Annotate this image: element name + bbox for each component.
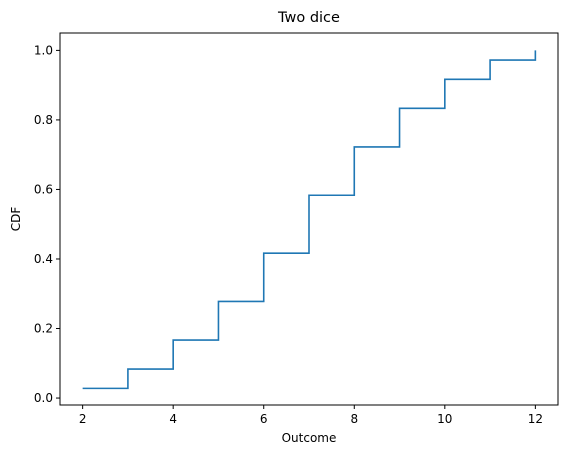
cdf-step-line [82,50,537,390]
x-axis-label: Outcome [282,431,337,445]
y-tick-label: 0.2 [34,322,53,336]
x-tick-label: 10 [437,412,452,426]
y-tick-label: 0.4 [34,252,53,266]
y-axis: 0.0 0.2 0.4 0.6 0.8 1.0 [34,43,60,405]
x-tick-label: 8 [350,412,358,426]
y-axis-label: CDF [9,207,23,232]
x-tick-label: 4 [169,412,177,426]
x-tick-label: 2 [79,412,87,426]
x-axis: 2 4 6 8 10 12 [79,405,543,426]
y-tick-label: 0.0 [34,391,53,405]
x-tick-label: 12 [528,412,543,426]
plot-area [59,32,559,406]
series-group [82,50,537,390]
y-tick-label: 0.8 [34,113,53,127]
y-tick-label: 1.0 [34,43,53,57]
y-tick-label: 0.6 [34,182,53,196]
chart-title: Two dice [277,10,340,26]
x-tick-label: 6 [260,412,268,426]
